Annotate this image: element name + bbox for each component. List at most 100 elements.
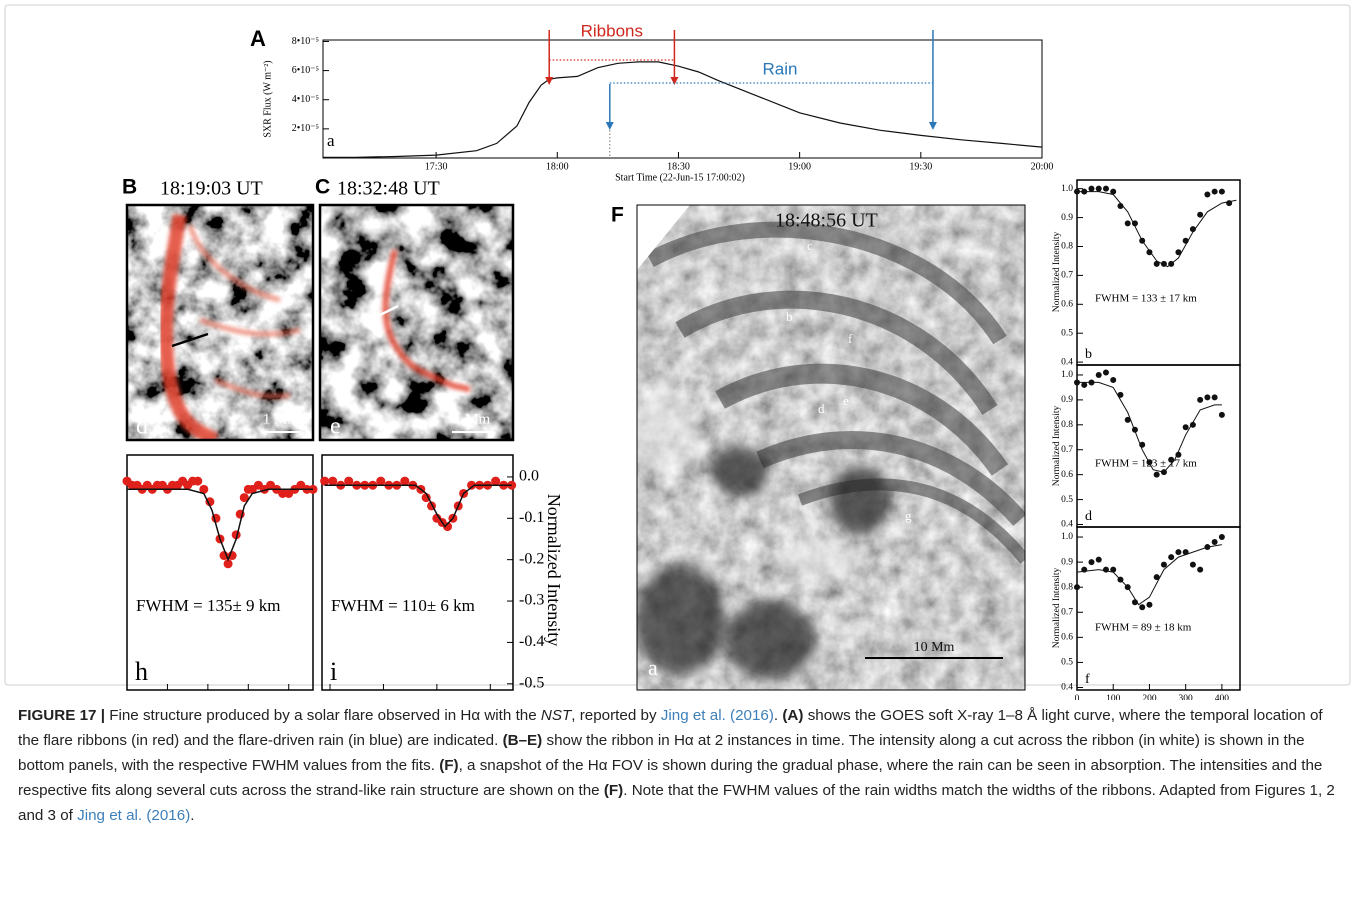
plot-frame [1076, 364, 1241, 528]
y-tick-label: 4•10⁻⁵ [292, 94, 319, 105]
y-tick-label: -0.2 [519, 550, 544, 567]
y-tick-label: 1.0 [1061, 532, 1073, 542]
y-tick-label: 2•10⁻⁵ [292, 123, 319, 134]
cut-label: f [848, 331, 853, 346]
data-point [1218, 188, 1225, 195]
data-point [1189, 561, 1196, 568]
caption-text: (F) [439, 757, 459, 774]
data-point [1197, 566, 1204, 573]
data-point [193, 476, 203, 486]
data-point [1146, 249, 1153, 256]
y-tick-label: 0.6 [1061, 470, 1073, 480]
y-tick-label: 0.0 [519, 468, 539, 485]
arrow-head [545, 77, 554, 85]
x-tick-label: 19:00 [788, 161, 811, 172]
y-tick-label: 1.0 [1061, 184, 1073, 194]
data-point [1160, 561, 1167, 568]
caption-text[interactable]: Jing et al. (2016) [660, 707, 774, 724]
caption-text: . [190, 807, 195, 824]
caption-text: (F) [603, 782, 624, 799]
data-line [1077, 191, 1237, 268]
plot-frame [322, 39, 1043, 159]
caption-text: , reported by [571, 707, 661, 724]
timestamp: 18:32:48 UT [337, 178, 440, 200]
y-tick-label: -0.5 [519, 674, 544, 691]
data-point [1102, 566, 1109, 573]
data-point [239, 493, 249, 503]
data-point [1139, 604, 1146, 611]
x-tick-label: 18:00 [546, 161, 569, 172]
data-point [400, 476, 410, 486]
panel-label: A [250, 26, 266, 51]
y-axis-label: Normalized Intensity [544, 494, 564, 646]
plot-frame [126, 454, 314, 691]
x-tick-label: 100 [1106, 694, 1121, 700]
arrow-head [605, 122, 614, 130]
y-tick-label: 0.8 [1061, 582, 1073, 592]
caption-text: , a snapshot of the Hα FOV is shown duri… [18, 757, 1323, 799]
panel-label: C [315, 176, 330, 199]
y-tick-label: 0.9 [1061, 395, 1073, 405]
y-tick-label: 0.6 [1061, 299, 1073, 309]
timestamp: 18:19:03 UT [160, 178, 263, 200]
x-tick-label: 0 [123, 696, 132, 700]
scale-label: 10 Mm [914, 640, 955, 655]
panel-letter: a [648, 655, 658, 680]
x-tick-label: 0 [1075, 694, 1080, 700]
caption-text: FIGURE 17 | [18, 707, 105, 724]
data-point [344, 476, 354, 486]
figure: B 18:19:03 UT C 18:32:48 UT d e 1 Mm 1 M… [4, 4, 1351, 700]
annotation-label: Ribbons [581, 21, 643, 40]
caption-text: . [773, 707, 783, 724]
data-line [324, 484, 512, 528]
fwhm-label: FWHM = 133 ± 17 km [1095, 293, 1197, 305]
x-tick-label: 0 [326, 696, 335, 700]
panel-label: F [611, 204, 624, 227]
data-point [1124, 220, 1131, 227]
caption-text[interactable]: Jing et al. (2016) [77, 807, 191, 824]
data-line [1076, 544, 1222, 606]
scale-label: 1 Mm [263, 411, 300, 427]
data-point [199, 484, 209, 494]
y-tick-label: 0.5 [1061, 328, 1073, 338]
y-tick-label: 0.9 [1061, 557, 1073, 567]
data-point [223, 559, 233, 569]
data-point [491, 476, 501, 486]
y-axis-label: SXR Flux (W m⁻²) [262, 60, 273, 137]
plot-frame [1076, 179, 1241, 366]
data-point [1197, 396, 1204, 403]
arrow-head [670, 77, 679, 85]
panel-letter: e [330, 414, 341, 440]
x-tick-label: 200 [1142, 694, 1157, 700]
data-point [1081, 381, 1088, 388]
x-tick-label: 18:30 [667, 161, 690, 172]
data-point [443, 522, 453, 532]
y-axis-label: Normalized Intensity [1052, 406, 1062, 487]
fwhm-label: FWHM = 89 ± 18 km [1095, 622, 1192, 634]
data-point [1168, 456, 1175, 463]
cut-label: d [818, 401, 825, 416]
cut-label: e [843, 393, 849, 408]
y-axis-label: Normalized Intensity [1052, 232, 1062, 313]
x-tick-label: 20:00 [1031, 161, 1054, 172]
panel-letter: b [1085, 347, 1092, 362]
caption-text: Fine structure produced by a solar flare… [104, 707, 541, 724]
x-tick-label: 400 [424, 696, 450, 700]
panel-letter: a [327, 131, 335, 150]
data-point [421, 493, 431, 503]
data-point [1211, 539, 1218, 546]
arrow-head [928, 122, 937, 130]
image-f [637, 205, 1025, 690]
annotation-label: Rain [763, 59, 798, 78]
data-point [1153, 471, 1160, 478]
caption: FIGURE 17 | Fine structure produced by a… [18, 703, 1340, 828]
data-point [1110, 376, 1117, 383]
x-tick-label: 400 [195, 696, 221, 700]
data-point [1095, 371, 1102, 378]
y-tick-label: 0.7 [1061, 445, 1073, 455]
fwhm-label: FWHM = 110± 6 km [331, 596, 475, 615]
data-point [1175, 249, 1182, 256]
data-point [1095, 185, 1102, 192]
cut-label: c [807, 238, 813, 253]
